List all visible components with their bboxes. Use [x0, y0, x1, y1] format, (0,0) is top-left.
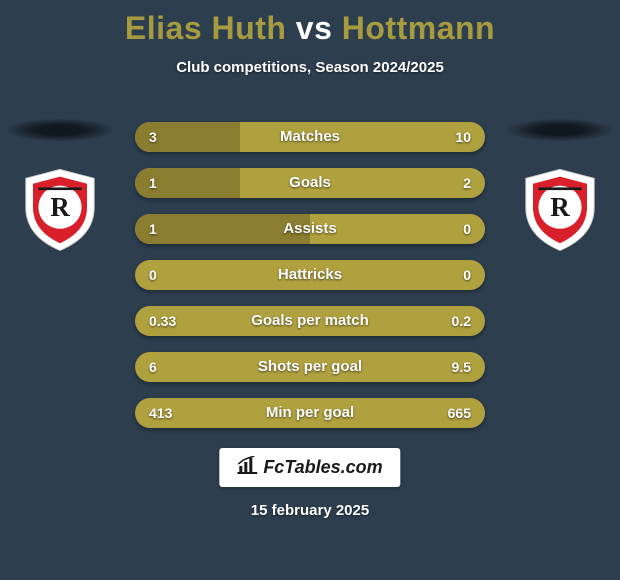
- chart-icon: [237, 456, 257, 479]
- stat-label: Hattricks: [135, 260, 485, 290]
- stat-value-right: 10: [455, 122, 471, 152]
- stat-bars: 3Matches101Goals21Assists00Hattricks00.3…: [135, 122, 485, 444]
- stat-label: Goals: [135, 168, 485, 198]
- stat-label: Goals per match: [135, 306, 485, 336]
- watermark-text: FcTables.com: [263, 457, 382, 478]
- stat-value-right: 2: [463, 168, 471, 198]
- subtitle: Club competitions, Season 2024/2025: [0, 59, 620, 76]
- watermark: FcTables.com: [219, 448, 400, 487]
- logo-letter: R: [550, 192, 570, 222]
- stat-row: 3Matches10: [135, 122, 485, 152]
- stat-row: 6Shots per goal9.5: [135, 352, 485, 382]
- logo-letter: R: [50, 192, 70, 222]
- player2-logo-zone: R: [500, 118, 620, 254]
- date: 15 february 2025: [0, 502, 620, 519]
- player1-club-logo: R: [15, 164, 105, 254]
- stat-row: 0Hattricks0: [135, 260, 485, 290]
- shadow-ellipse: [5, 118, 115, 142]
- stat-label: Shots per goal: [135, 352, 485, 382]
- player1-name: Elias Huth: [125, 10, 286, 46]
- stat-value-right: 9.5: [452, 352, 471, 382]
- stat-value-right: 0: [463, 260, 471, 290]
- player1-logo-zone: R: [0, 118, 120, 254]
- stat-row: 1Goals2: [135, 168, 485, 198]
- stat-label: Min per goal: [135, 398, 485, 428]
- comparison-title: Elias Huth vs Hottmann: [0, 0, 620, 47]
- stat-value-right: 0: [463, 214, 471, 244]
- stat-row: 1Assists0: [135, 214, 485, 244]
- stat-label: Matches: [135, 122, 485, 152]
- player2-club-logo: R: [515, 164, 605, 254]
- shadow-ellipse: [505, 118, 615, 142]
- stat-row: 413Min per goal665: [135, 398, 485, 428]
- player2-name: Hottmann: [342, 10, 495, 46]
- stat-row: 0.33Goals per match0.2: [135, 306, 485, 336]
- stat-value-right: 665: [448, 398, 471, 428]
- stat-label: Assists: [135, 214, 485, 244]
- vs-text: vs: [296, 10, 333, 46]
- stat-value-right: 0.2: [452, 306, 471, 336]
